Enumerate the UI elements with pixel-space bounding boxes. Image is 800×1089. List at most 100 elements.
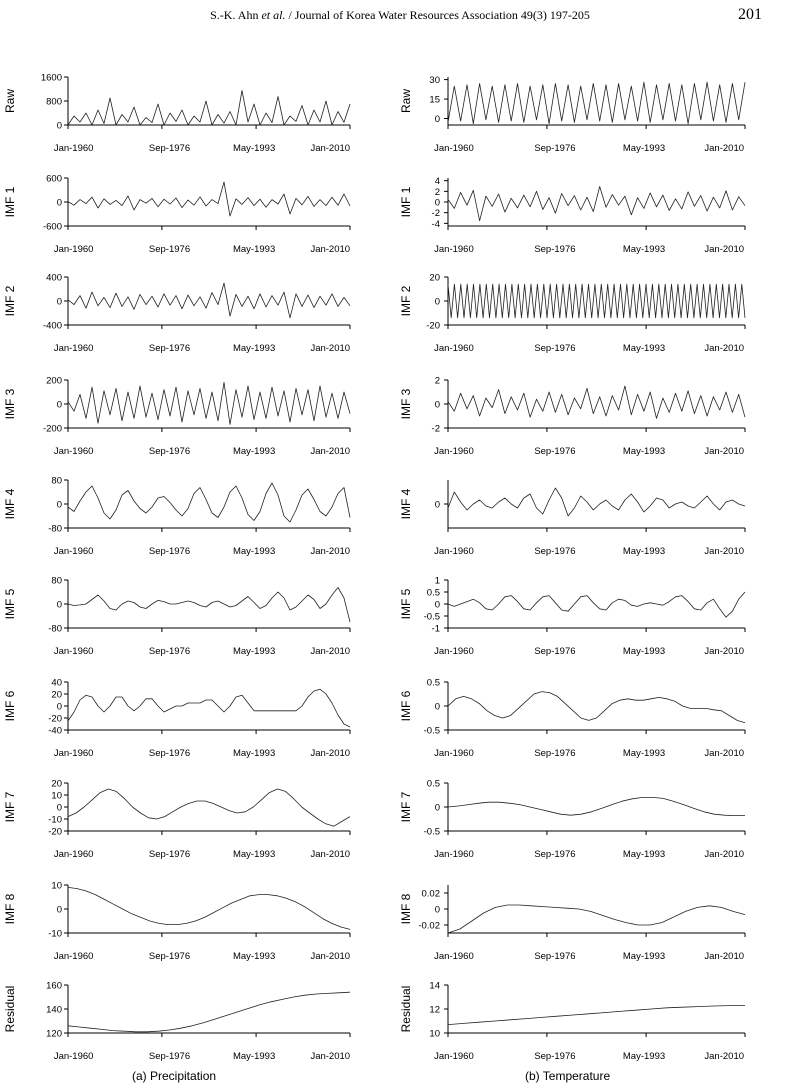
x-tick-label: Jan-1960 <box>434 951 474 962</box>
x-tick-label: May-1993 <box>623 1051 665 1062</box>
x-tick-label: Jan-2010 <box>704 244 744 255</box>
x-tick-label: Jan-2010 <box>310 343 350 354</box>
y-tick-label: -0.5 <box>424 827 440 838</box>
y-tick-label: 140 <box>46 1005 62 1016</box>
y-tick-label: -2 <box>432 424 440 435</box>
panel-t-raw: 30 15 0 Jan-1960 Sep-1976 May-1993 Jan-2010 Raw <box>399 75 746 154</box>
y-tick-label: 0 <box>57 198 62 209</box>
header-journal: / Journal of Korea Water Resources Assoc… <box>288 8 590 22</box>
y-tick-label: -10 <box>48 815 62 826</box>
header-et-al: et al. <box>261 8 286 22</box>
y-tick-label: -0.5 <box>424 726 440 737</box>
y-axis-title: IMF 2 <box>3 285 17 316</box>
x-tick-label: May-1993 <box>233 849 275 860</box>
x-tick-label: May-1993 <box>623 748 665 759</box>
x-tick-label: Jan-2010 <box>310 1051 350 1062</box>
series-line-t-imf2 <box>447 283 746 319</box>
y-tick-label: 10 <box>51 791 62 802</box>
x-tick-label: Sep-1976 <box>534 646 575 657</box>
y-tick-label: -0.02 <box>418 921 440 932</box>
panel-p-raw: 1600 800 0 Jan-1960 Sep-1976 May-1993 Jan-2010… <box>3 73 351 154</box>
x-tick-label: May-1993 <box>233 446 275 457</box>
series-line-p-imf4 <box>67 482 351 523</box>
x-tick-label: Jan-2010 <box>310 849 350 860</box>
x-tick-label: Jan-1960 <box>54 143 94 154</box>
y-axis-title: IMF 1 <box>399 186 413 217</box>
x-tick-label: Jan-1960 <box>54 748 94 759</box>
x-tick-label: Sep-1976 <box>534 244 575 255</box>
y-tick-label: 0 <box>435 905 440 916</box>
x-tick-label: Jan-2010 <box>704 849 744 860</box>
x-tick-label: Jan-1960 <box>54 849 94 860</box>
y-tick-label: 20 <box>51 690 62 701</box>
panel-p-imf5: 80 0 -80 Jan-1960 Sep-1976 May-1993 Jan-2010 IM… <box>3 576 351 657</box>
y-tick-label: 0 <box>57 600 62 611</box>
x-tick-label: Sep-1976 <box>149 951 190 962</box>
panel-t-imf4: 0 Jan-1960 Sep-1976 May-1993 Jan-2010 IMF 4 <box>399 480 746 557</box>
y-tick-label: 40 <box>51 678 62 689</box>
x-tick-label: May-1993 <box>233 343 275 354</box>
y-tick-label: 1 <box>435 576 440 587</box>
y-tick-label: 15 <box>429 95 440 106</box>
x-tick-label: Sep-1976 <box>149 244 190 255</box>
panel-t-imf2: 20 0 -20 Jan-1960 Sep-1976 May-1993 Jan-2010 IM… <box>399 273 746 354</box>
panel-t-imf5: 10.50-0.5-1 Jan-1960 Sep-1976 May-1993 Jan-2… <box>399 576 746 657</box>
series-line-p-imf1 <box>67 181 351 217</box>
x-tick-label: Sep-1976 <box>149 546 190 557</box>
series-line-p-raw <box>67 90 351 126</box>
y-axis-title: IMF 5 <box>399 588 413 619</box>
y-tick-label: -4 <box>432 219 440 230</box>
panel-t-imf1: 420-2-4 Jan-1960 Sep-1976 May-1993 Jan-2010 I… <box>399 176 746 255</box>
series-line-t-imf7 <box>447 797 745 816</box>
x-tick-label: Jan-2010 <box>704 951 744 962</box>
y-tick-label: -0.5 <box>424 612 440 623</box>
x-tick-label: May-1993 <box>233 646 275 657</box>
y-tick-label: 10 <box>429 1029 440 1040</box>
y-tick-label: 120 <box>46 1029 62 1040</box>
y-tick-label: -10 <box>48 929 62 940</box>
y-tick-label: -20 <box>48 714 62 725</box>
panel-t-imf6: 0.5 0 -0.5 Jan-1960 Sep-1976 May-1993 Jan-2010… <box>399 678 746 759</box>
x-tick-label: Jan-1960 <box>434 748 474 759</box>
y-tick-label: -40 <box>48 726 62 737</box>
x-tick-label: Jan-2010 <box>310 646 350 657</box>
series-line-p-imf8 <box>67 887 351 930</box>
y-axis-title: IMF 2 <box>399 285 413 316</box>
y-axis-title: IMF 3 <box>3 388 17 419</box>
page-number: 201 <box>738 6 762 23</box>
series-line-p-imf7 <box>67 788 351 827</box>
y-axis-title: IMF 3 <box>399 388 413 419</box>
x-tick-label: Jan-1960 <box>434 646 474 657</box>
y-tick-label: 2 <box>435 376 440 387</box>
y-axis-title: Residual <box>3 986 17 1033</box>
y-tick-label: 400 <box>46 273 62 284</box>
x-tick-label: May-1993 <box>623 646 665 657</box>
x-tick-label: Sep-1976 <box>534 1051 575 1062</box>
x-tick-label: Jan-1960 <box>54 546 94 557</box>
x-tick-label: Jan-2010 <box>310 244 350 255</box>
x-tick-label: May-1993 <box>623 951 665 962</box>
y-tick-label: 0 <box>435 600 440 611</box>
x-tick-label: Sep-1976 <box>149 646 190 657</box>
y-tick-label: -80 <box>48 524 62 535</box>
series-line-p-residual <box>67 991 351 1033</box>
running-header: S.-K. Ahn et al. / Journal of Korea Wate… <box>0 8 800 23</box>
y-tick-label: 200 <box>46 376 62 387</box>
y-tick-label: -20 <box>48 827 62 838</box>
y-tick-label: 0 <box>435 114 440 125</box>
series-line-p-imf5 <box>67 587 351 623</box>
x-tick-label: Jan-2010 <box>704 1051 744 1062</box>
y-axis-title: IMF 1 <box>3 186 17 217</box>
x-tick-label: Sep-1976 <box>534 343 575 354</box>
x-tick-label: Jan-2010 <box>310 446 350 457</box>
y-tick-label: 20 <box>429 273 440 284</box>
y-tick-label: 30 <box>429 75 440 86</box>
x-tick-label: Jan-2010 <box>704 748 744 759</box>
x-tick-label: May-1993 <box>233 244 275 255</box>
series-line-p-imf6 <box>67 688 351 728</box>
y-axis-title: IMF 4 <box>3 488 17 519</box>
x-tick-label: Sep-1976 <box>149 1051 190 1062</box>
series-line-t-imf5 <box>447 591 746 618</box>
series-line-t-imf4 <box>447 487 746 517</box>
panel-p-imf4: 80 0 -80 Jan-1960 Sep-1976 May-1993 Jan-2010 IM… <box>3 476 351 557</box>
